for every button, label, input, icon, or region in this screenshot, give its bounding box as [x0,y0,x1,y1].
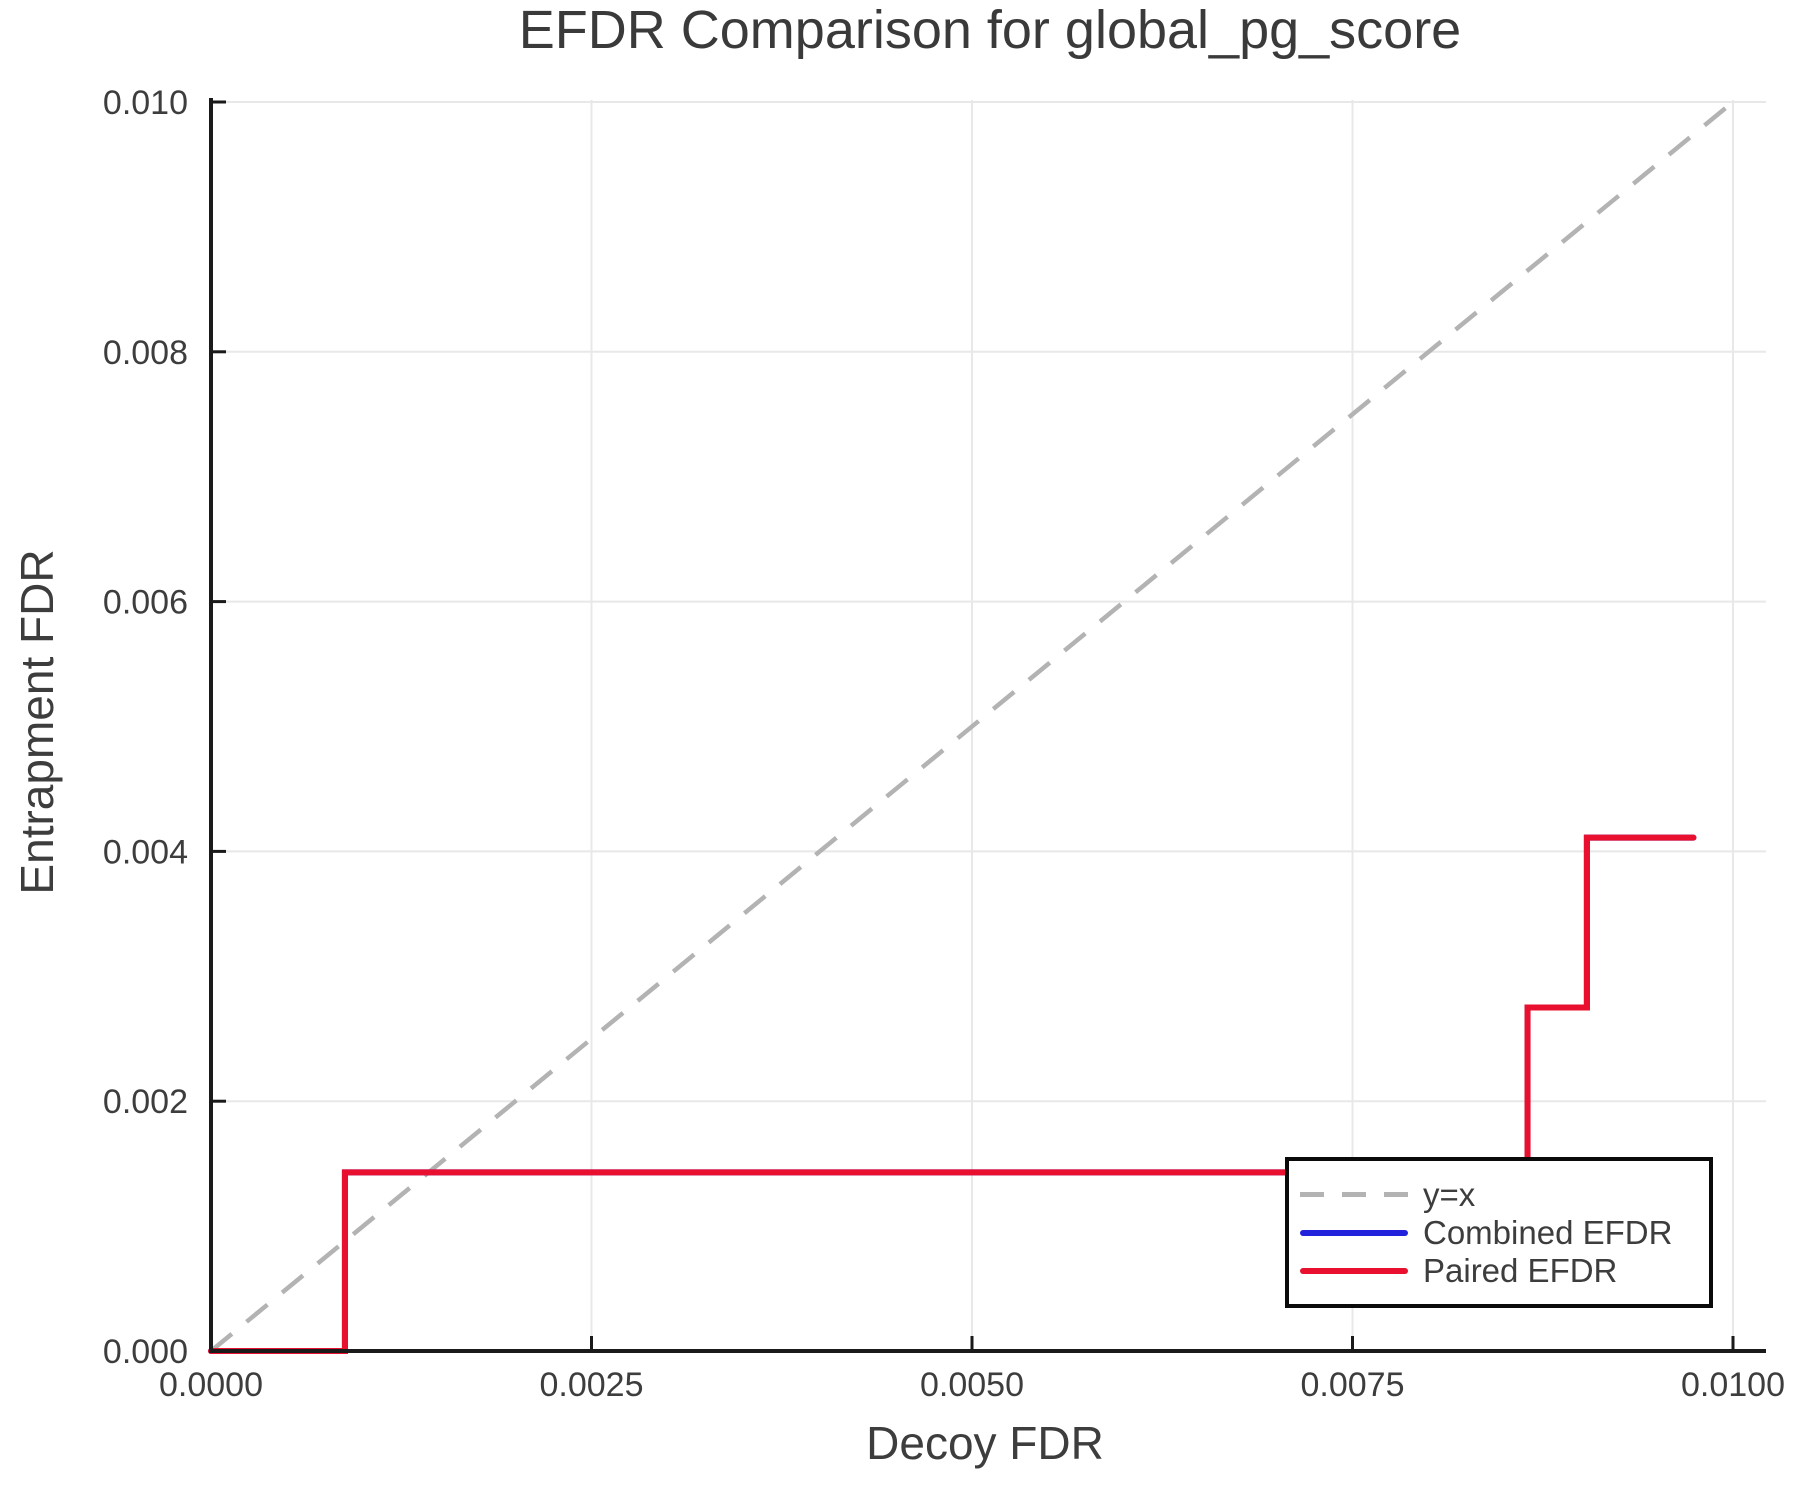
y-tick-label: 0.008 [103,334,188,372]
x-axis-label: Decoy FDR [866,1417,1104,1469]
legend-item-paired-efdr: Paired EFDR [1300,1252,1709,1290]
combined-efdr-swatch [1300,1229,1408,1236]
legend-label-identity: y=x [1423,1176,1476,1213]
chart-title: EFDR Comparison for global_pg_score [518,0,1462,60]
identity-line [209,100,1735,1353]
y-tick-label: 0.006 [103,584,188,622]
legend-label-combined-efdr: Combined EFDR [1423,1214,1673,1251]
x-tick-label: 0.0025 [540,1366,644,1404]
y-tick-label: 0.010 [103,84,188,122]
legend-label-paired-efdr: Paired EFDR [1423,1252,1618,1289]
x-tick-label: 0.0100 [1681,1366,1785,1404]
identity-line-swatch [1300,1192,1408,1197]
legend-item-combined-efdr: Combined EFDR [1300,1214,1709,1252]
y-tick-label: 0.004 [103,833,188,871]
legend: y=x Combined EFDR Paired EFDR [1285,1157,1713,1308]
paired-efdr-line [208,834,1697,1354]
y-tick-label: 0.000 [103,1333,188,1371]
legend-item-identity: y=x [1300,1176,1709,1214]
paired-efdr-swatch [1300,1267,1408,1274]
x-tick-label: 0.0000 [159,1366,263,1404]
x-tick-label: 0.0075 [1301,1366,1405,1404]
x-tick-label: 0.0050 [920,1366,1024,1404]
y-tick-label: 0.002 [103,1083,188,1121]
